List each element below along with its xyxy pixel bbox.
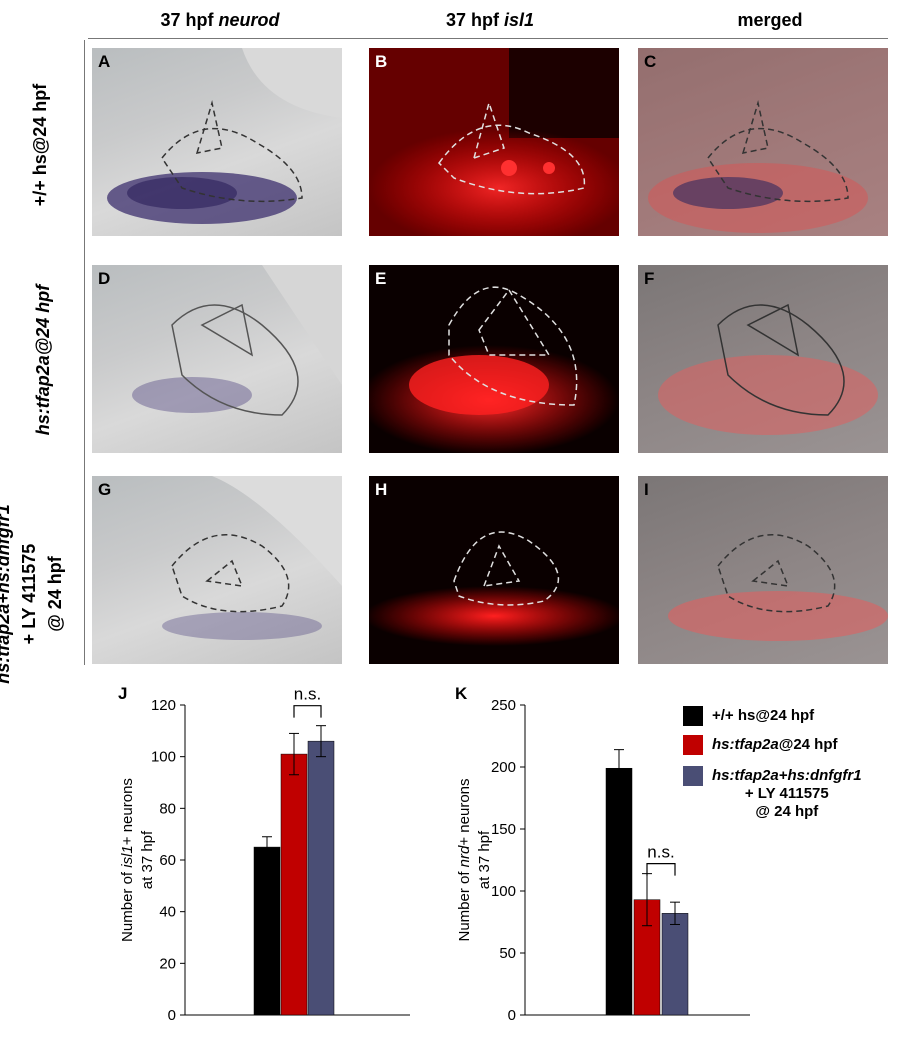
bar bbox=[280, 753, 308, 1016]
row-label-2: hs:tfap2a@24 hpf bbox=[33, 260, 63, 460]
y-tick-label: 0 bbox=[168, 1007, 176, 1024]
panel-letter: D bbox=[98, 269, 111, 288]
panel-f-merged: F bbox=[638, 265, 888, 453]
panel-letter: E bbox=[375, 269, 387, 288]
y-tick-label: 100 bbox=[491, 883, 516, 900]
y-tick-label: 120 bbox=[151, 697, 176, 714]
panel-a-brightfield: A bbox=[92, 48, 342, 236]
panel-letter: A bbox=[98, 52, 111, 71]
legend-label-combo: hs:tfap2a+hs:dnfgfr1 + LY 411575 @ 24 hp… bbox=[712, 767, 862, 821]
header-rule bbox=[88, 38, 888, 39]
y-tick-label: 200 bbox=[491, 759, 516, 776]
panel-i-merged: I bbox=[638, 476, 888, 664]
ns-bracket bbox=[293, 705, 322, 718]
row-label-line: hs:tfap2a+hs:dnfgfr1 bbox=[0, 504, 13, 684]
y-tick-label: 100 bbox=[151, 749, 176, 766]
panel-letter: F bbox=[644, 269, 655, 288]
chart-letter-k: K bbox=[455, 684, 468, 703]
panel-b-fluorescence: B bbox=[369, 48, 619, 236]
panel-letter: I bbox=[644, 480, 649, 499]
bar bbox=[307, 740, 335, 1016]
y-tick-label: 80 bbox=[159, 800, 176, 817]
column-header-gene: isl1 bbox=[504, 10, 535, 30]
row-label-line: + LY 411575 bbox=[19, 543, 39, 645]
row-label-3: hs:tfap2a+hs:dnfgfr1 + LY 411575 @ 24 hp… bbox=[0, 484, 69, 704]
panel-g-brightfield: G bbox=[92, 476, 342, 664]
panel-i-image bbox=[668, 534, 888, 641]
column-header-isl1: 37 hpf isl1 bbox=[360, 10, 620, 31]
panel-d-image bbox=[132, 265, 342, 416]
legend-swatch-tfap2a bbox=[683, 735, 703, 755]
legend-italic: hs:tfap2a+hs:dnfgfr1 bbox=[712, 767, 862, 784]
column-header-prefix: merged bbox=[737, 10, 803, 30]
y-tick-label: 50 bbox=[499, 945, 516, 962]
panel-b-image bbox=[369, 48, 619, 236]
legend-label-tfap2a: hs:tfap2a@24 hpf bbox=[712, 736, 838, 754]
column-header-neurod: 37 hpf neurod bbox=[90, 10, 350, 31]
chart-j: 0 20 40 60 80 100 120 n.s. bbox=[151, 690, 410, 1024]
y-tick-label: 0 bbox=[508, 1007, 516, 1024]
row-label-line: @ 24 hpf bbox=[45, 556, 65, 632]
bar bbox=[605, 767, 633, 1016]
panel-e-fluorescence: E bbox=[369, 265, 619, 453]
panel-letter: G bbox=[98, 480, 112, 499]
panel-a-image bbox=[92, 48, 342, 224]
panel-letter: B bbox=[375, 52, 388, 71]
legend-italic: hs:tfap2a bbox=[712, 736, 779, 753]
column-header-prefix: 37 hpf bbox=[445, 10, 499, 30]
y-tick-label: 60 bbox=[159, 852, 176, 869]
row-label-text: +/+ hs@24 hpf bbox=[30, 83, 50, 207]
row-label-text: hs:tfap2a@24 hpf bbox=[33, 284, 53, 436]
row-divider bbox=[84, 40, 85, 665]
chart-letter-j: J bbox=[118, 684, 128, 703]
panel-letter: H bbox=[375, 480, 388, 499]
panel-c-image bbox=[638, 48, 888, 236]
panel-h-fluorescence: H bbox=[369, 476, 619, 664]
ns-annotation: n.s. bbox=[647, 843, 674, 862]
y-tick-label: 20 bbox=[159, 955, 176, 972]
panel-e-image bbox=[369, 286, 619, 453]
panel-d-brightfield: D bbox=[92, 265, 342, 453]
legend-text: @24 hpf bbox=[778, 736, 838, 753]
legend-swatch-combo bbox=[683, 766, 703, 786]
panel-f-image bbox=[658, 303, 878, 435]
y-tick-label: 250 bbox=[491, 697, 516, 714]
bar bbox=[253, 846, 281, 1016]
ns-bracket bbox=[646, 863, 676, 876]
y-tick-label: 40 bbox=[159, 904, 176, 921]
column-header-merged: merged bbox=[640, 10, 900, 31]
panel-g-image bbox=[162, 476, 342, 640]
legend-line: @ 24 hpf bbox=[755, 803, 819, 820]
panel-h-image bbox=[369, 531, 619, 646]
column-header-prefix: 37 hpf bbox=[160, 10, 214, 30]
legend-line: + LY 411575 bbox=[744, 785, 829, 802]
legend-swatch-wt bbox=[683, 706, 703, 726]
panel-c-merged: C bbox=[638, 48, 888, 236]
panel-letter: C bbox=[644, 52, 657, 71]
chart-k: 0 50 100 150 200 250 n.s. bbox=[491, 697, 750, 1024]
legend-text: +/+ hs@24 hpf bbox=[712, 707, 815, 724]
ns-annotation: n.s. bbox=[294, 690, 321, 704]
row-label-1: +/+ hs@24 hpf bbox=[30, 50, 60, 240]
column-header-gene: neurod bbox=[218, 10, 280, 30]
legend-label-wt: +/+ hs@24 hpf bbox=[712, 707, 814, 725]
bar bbox=[661, 913, 689, 1016]
y-tick-label: 150 bbox=[491, 821, 516, 838]
